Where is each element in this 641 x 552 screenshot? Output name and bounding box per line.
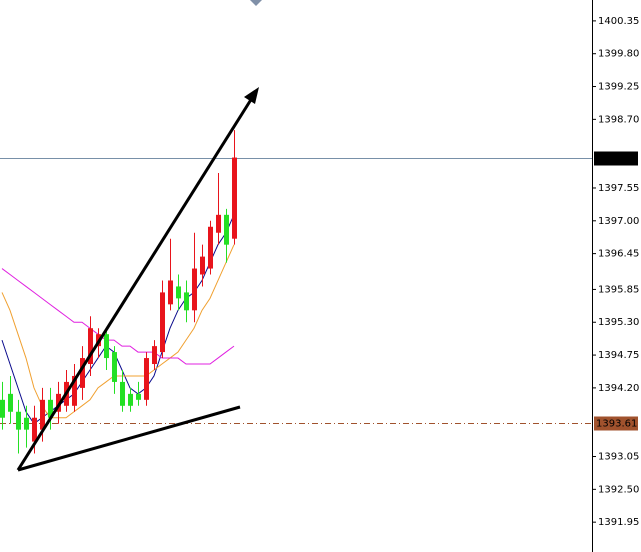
arrow-trendline: [16, 97, 254, 471]
support-trendline: [17, 405, 241, 472]
candle-body: [72, 375, 77, 406]
candle-body: [40, 399, 45, 430]
candle-body: [200, 256, 205, 275]
candle-body: [8, 393, 13, 412]
y-tick-label: 1400.35: [598, 16, 639, 27]
y-tick-label: 1394.20: [598, 383, 639, 394]
y-tick-label: 1397.00: [598, 216, 639, 227]
arrow-head: [244, 87, 259, 104]
candle-body: [48, 399, 53, 418]
candle-body: [216, 214, 221, 233]
price-label-box: [594, 416, 638, 431]
candle-body: [88, 328, 93, 365]
candle-body: [136, 393, 141, 400]
candle-body: [160, 292, 165, 353]
y-tick-label: 1394.75: [598, 350, 639, 361]
candle-body: [144, 358, 149, 400]
candle-body: [0, 399, 5, 418]
candle-body: [24, 417, 29, 430]
candle-body: [80, 358, 85, 388]
candle-body: [32, 417, 37, 442]
price-label-box: [594, 151, 638, 166]
candle-body: [104, 334, 109, 359]
moving-average: [1, 268, 235, 365]
candle-body: [176, 286, 181, 299]
y-tick-label: 1392.50: [598, 484, 639, 495]
y-tick-label: 1398.70: [598, 114, 639, 125]
y-tick-label: 1395.85: [598, 284, 639, 295]
candle-body: [16, 411, 21, 430]
candle-body: [152, 346, 157, 365]
y-tick-label: 1393.05: [598, 452, 639, 463]
price-label: 1398.06: [596, 154, 637, 165]
candle-body: [224, 214, 229, 245]
price-label: 1393.61: [596, 419, 637, 430]
scroll-marker: [250, 0, 262, 6]
candle-body: [168, 280, 173, 305]
y-tick-label: 1399.25: [598, 82, 639, 93]
candle-body: [184, 292, 189, 311]
y-tick-label: 1395.30: [598, 317, 639, 328]
y-tick-label: 1397.55: [598, 183, 639, 194]
candle-body: [128, 393, 133, 406]
y-tick-label: 1391.95: [598, 517, 639, 528]
y-tick-label: 1399.80: [598, 49, 639, 60]
candle-body: [208, 226, 213, 269]
candle-body: [232, 157, 237, 239]
y-tick-label: 1396.45: [598, 249, 639, 260]
candle-body: [192, 268, 197, 311]
candle-body: [120, 381, 125, 406]
candle-body: [112, 352, 117, 382]
